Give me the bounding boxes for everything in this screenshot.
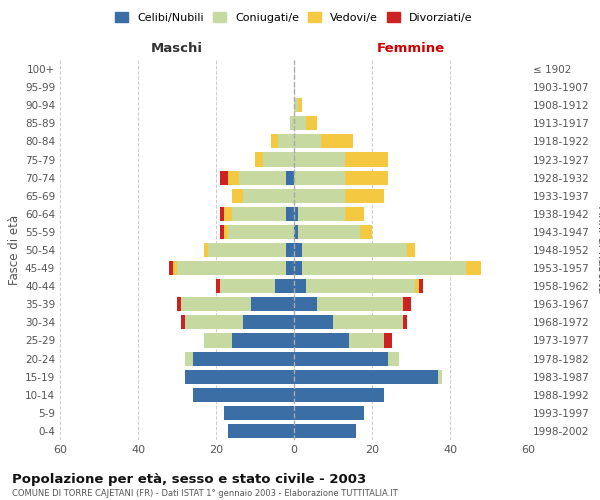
Bar bbox=[388, 352, 400, 366]
Bar bbox=[173, 261, 177, 275]
Bar bbox=[294, 243, 302, 257]
Bar bbox=[419, 279, 422, 293]
Bar bbox=[294, 424, 356, 438]
Text: COMUNE DI TORRE CAJETANI (FR) - Dati ISTAT 1° gennaio 2003 - Elaborazione TUTTIT: COMUNE DI TORRE CAJETANI (FR) - Dati IST… bbox=[12, 489, 398, 498]
Bar bbox=[220, 279, 275, 293]
Bar bbox=[255, 152, 263, 166]
Bar bbox=[306, 279, 415, 293]
Bar bbox=[294, 207, 298, 221]
Bar bbox=[322, 134, 353, 148]
Bar bbox=[224, 207, 232, 221]
Bar bbox=[228, 225, 294, 239]
Bar bbox=[298, 225, 360, 239]
Bar bbox=[185, 370, 294, 384]
Bar bbox=[239, 170, 286, 184]
Bar bbox=[294, 352, 388, 366]
Bar bbox=[290, 116, 294, 130]
Bar bbox=[286, 207, 294, 221]
Bar bbox=[294, 334, 349, 347]
Bar bbox=[298, 207, 344, 221]
Bar bbox=[216, 279, 220, 293]
Bar bbox=[193, 388, 294, 402]
Bar bbox=[185, 316, 244, 330]
Bar bbox=[403, 297, 411, 312]
Bar bbox=[306, 116, 317, 130]
Bar bbox=[220, 170, 228, 184]
Bar bbox=[466, 261, 481, 275]
Bar bbox=[271, 134, 278, 148]
Bar bbox=[294, 297, 317, 312]
Bar bbox=[232, 188, 244, 203]
Bar bbox=[193, 352, 294, 366]
Bar bbox=[286, 170, 294, 184]
Bar bbox=[244, 188, 294, 203]
Bar bbox=[232, 207, 286, 221]
Bar bbox=[228, 424, 294, 438]
Bar bbox=[181, 316, 185, 330]
Bar bbox=[294, 370, 438, 384]
Bar bbox=[251, 297, 294, 312]
Bar bbox=[344, 152, 388, 166]
Bar bbox=[302, 243, 407, 257]
Bar bbox=[403, 316, 407, 330]
Bar bbox=[294, 170, 344, 184]
Bar bbox=[204, 334, 232, 347]
Bar bbox=[275, 279, 294, 293]
Bar bbox=[415, 279, 419, 293]
Bar bbox=[333, 316, 403, 330]
Bar bbox=[298, 98, 302, 112]
Bar bbox=[294, 261, 302, 275]
Bar bbox=[438, 370, 442, 384]
Bar bbox=[224, 406, 294, 420]
Bar bbox=[208, 243, 286, 257]
Bar bbox=[177, 261, 286, 275]
Bar bbox=[407, 243, 415, 257]
Bar bbox=[294, 188, 344, 203]
Bar bbox=[228, 170, 239, 184]
Y-axis label: Anni di nascita: Anni di nascita bbox=[595, 206, 600, 294]
Bar bbox=[294, 152, 344, 166]
Bar bbox=[294, 388, 384, 402]
Bar bbox=[232, 334, 294, 347]
Bar bbox=[302, 261, 466, 275]
Bar bbox=[224, 225, 228, 239]
Bar bbox=[360, 225, 372, 239]
Bar bbox=[169, 261, 173, 275]
Text: Popolazione per età, sesso e stato civile - 2003: Popolazione per età, sesso e stato civil… bbox=[12, 472, 366, 486]
Bar bbox=[220, 207, 224, 221]
Bar bbox=[344, 188, 384, 203]
Bar bbox=[294, 98, 298, 112]
Bar bbox=[177, 297, 181, 312]
Bar bbox=[278, 134, 294, 148]
Bar bbox=[294, 279, 306, 293]
Bar bbox=[349, 334, 384, 347]
Bar bbox=[294, 116, 306, 130]
Y-axis label: Fasce di età: Fasce di età bbox=[8, 215, 21, 285]
Bar bbox=[185, 352, 193, 366]
Bar bbox=[220, 225, 224, 239]
Bar bbox=[294, 225, 298, 239]
Bar bbox=[317, 297, 403, 312]
Text: Femmine: Femmine bbox=[377, 42, 445, 54]
Bar bbox=[286, 261, 294, 275]
Text: Maschi: Maschi bbox=[151, 42, 203, 54]
Legend: Celibi/Nubili, Coniugati/e, Vedovi/e, Divorziati/e: Celibi/Nubili, Coniugati/e, Vedovi/e, Di… bbox=[112, 8, 476, 26]
Bar bbox=[384, 334, 392, 347]
Bar bbox=[294, 134, 322, 148]
Bar bbox=[294, 316, 333, 330]
Bar bbox=[204, 243, 208, 257]
Bar bbox=[286, 243, 294, 257]
Bar bbox=[181, 297, 251, 312]
Bar bbox=[263, 152, 294, 166]
Bar bbox=[244, 316, 294, 330]
Bar bbox=[294, 406, 364, 420]
Bar bbox=[344, 207, 364, 221]
Bar bbox=[344, 170, 388, 184]
